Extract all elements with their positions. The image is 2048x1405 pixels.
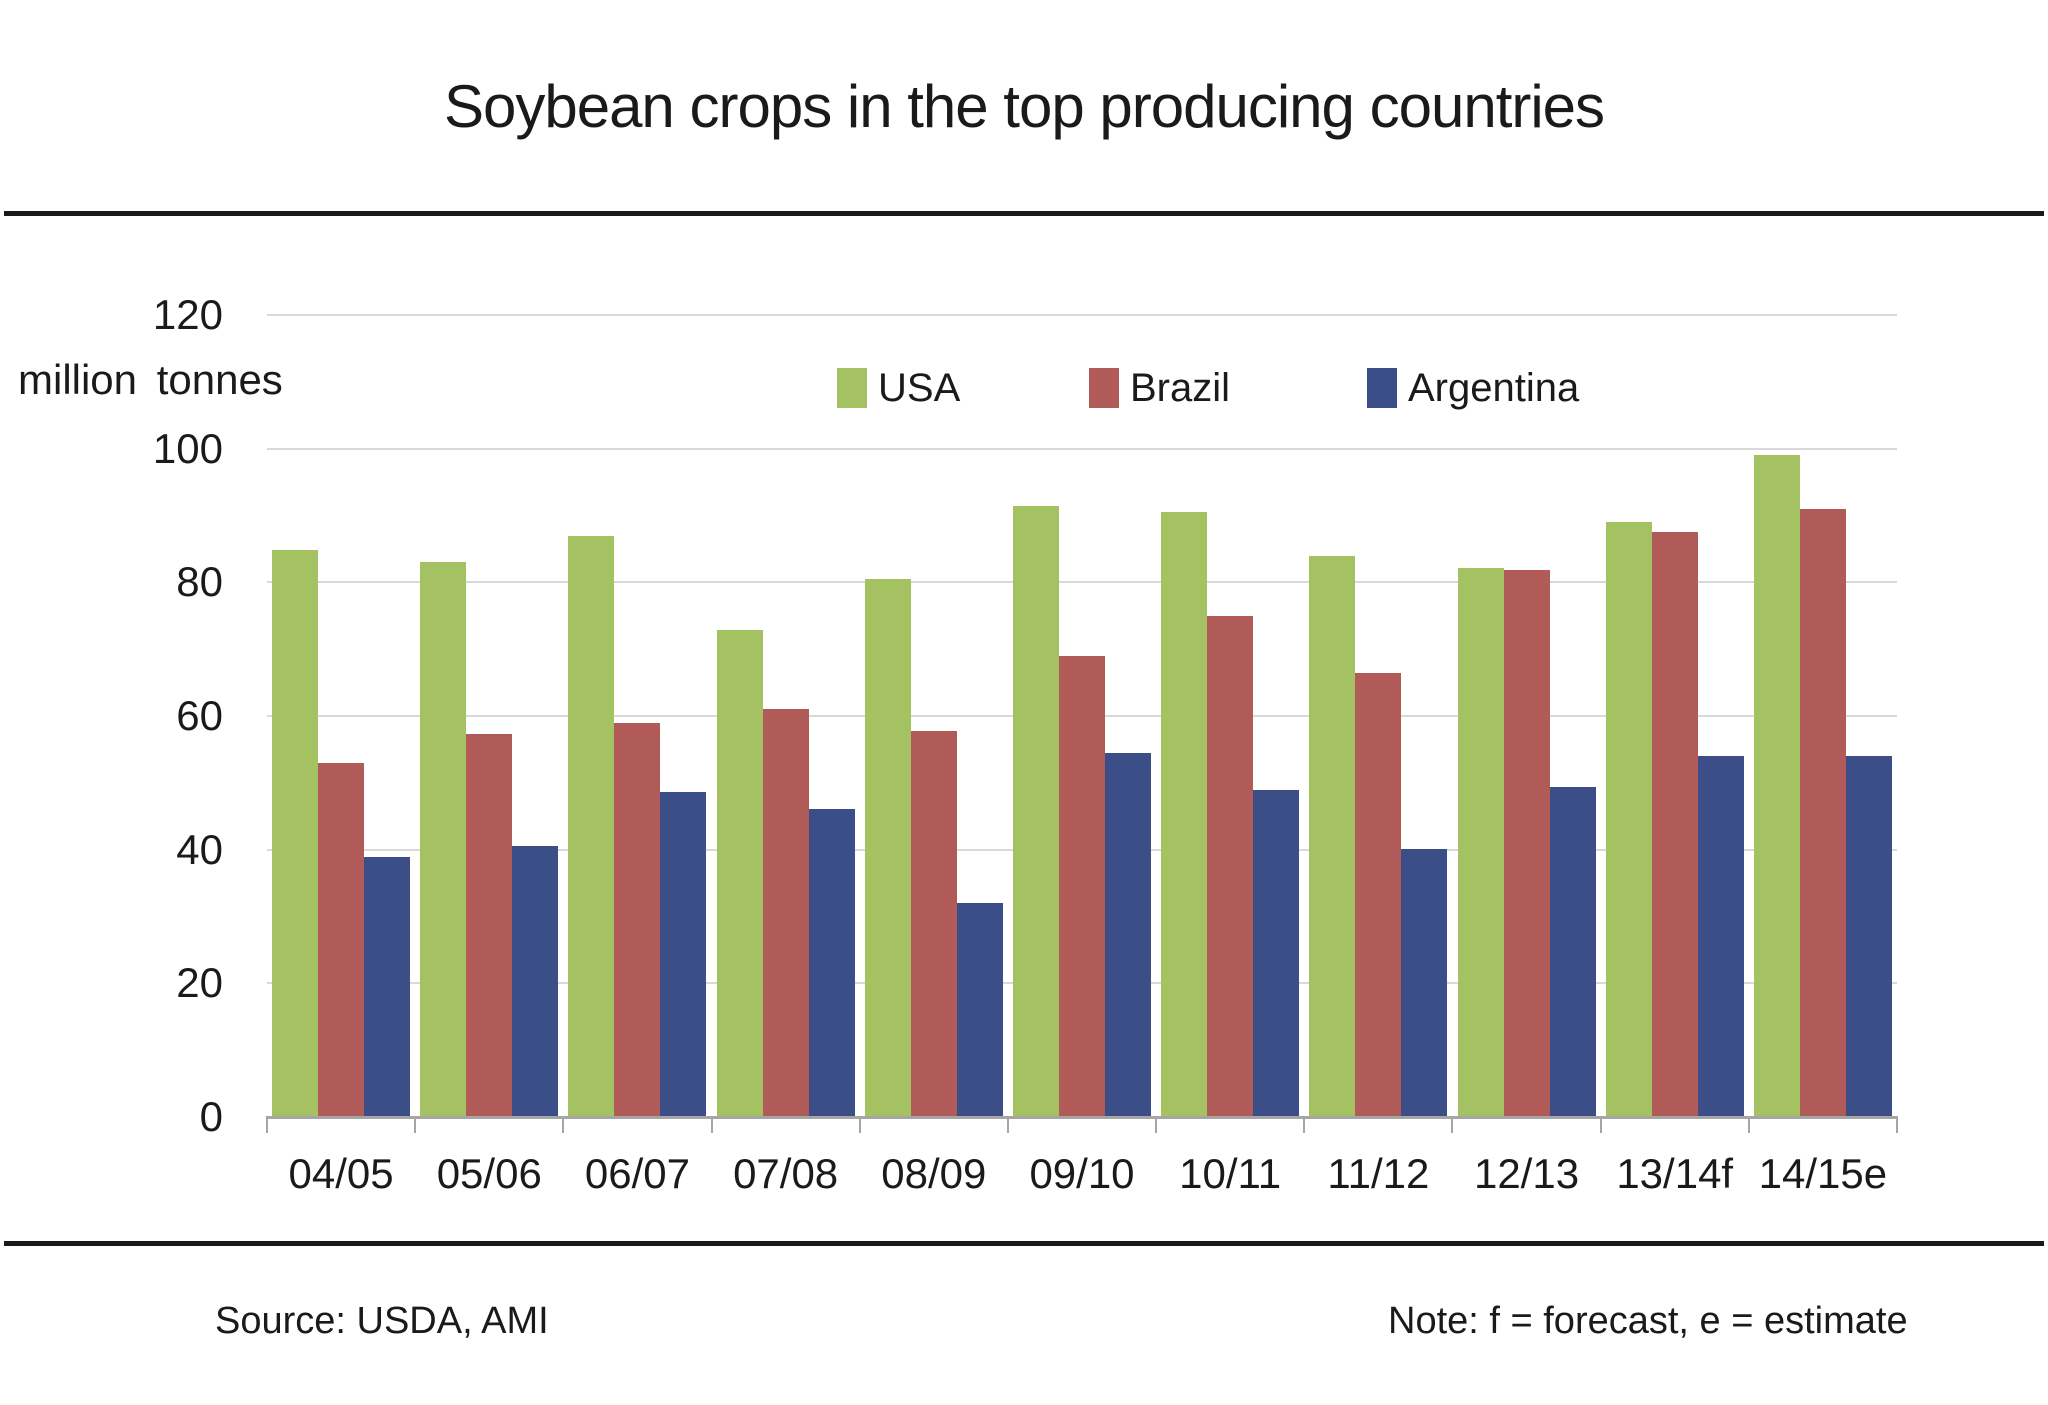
x-tick-label-1011: 10/11	[1179, 1150, 1282, 1197]
bottom-divider	[4, 1241, 2044, 1246]
legend-swatch-usa	[837, 368, 867, 408]
x-axis-tick	[1006, 1117, 1009, 1133]
x-tick-label-0405: 04/05	[288, 1150, 394, 1197]
legend-label-usa: USA	[878, 366, 961, 410]
bar-usa-0809	[864, 578, 911, 1117]
x-axis-tick	[562, 1117, 565, 1133]
bar-usa-0405	[272, 550, 319, 1117]
x-axis-tick	[1451, 1117, 1454, 1133]
bar-brazil-1112	[1355, 672, 1402, 1117]
x-tick-label-1213: 12/13	[1473, 1150, 1580, 1197]
legend-item-argentina: Argentina	[1367, 366, 1579, 410]
legend-label-argentina: Argentina	[1408, 366, 1580, 410]
gridline-80	[267, 581, 1897, 584]
x-tick-label-0607: 06/07	[584, 1150, 690, 1197]
bar-argentina-0506	[512, 845, 559, 1117]
bar-argentina-1415e	[1845, 756, 1892, 1117]
top-divider	[4, 211, 2044, 216]
y-tick-label-120: 120	[152, 291, 223, 338]
y-tick-label-60: 60	[176, 692, 223, 739]
x-tick-label-0708: 07/08	[733, 1150, 839, 1197]
bar-argentina-0708	[808, 808, 855, 1117]
bar-usa-0708	[716, 629, 763, 1117]
bar-argentina-0607	[660, 792, 707, 1117]
gridline-120	[267, 314, 1897, 316]
legend-item-brazil: Brazil	[1089, 366, 1230, 410]
x-tick-label-1112: 11/12	[1327, 1150, 1430, 1197]
y-axis-unit-label: million tonnes	[18, 356, 283, 403]
bar-argentina-1314f	[1697, 756, 1744, 1117]
bar-brazil-0607	[614, 723, 661, 1117]
bar-usa-1213	[1457, 567, 1504, 1117]
x-axis-tick	[858, 1117, 861, 1133]
x-tick-label-0506: 05/06	[436, 1150, 542, 1197]
bar-argentina-1213	[1549, 786, 1596, 1117]
x-tick-label-1314f: 13/14f	[1616, 1150, 1734, 1197]
bar-brazil-0809	[910, 730, 957, 1117]
bar-argentina-0809	[956, 903, 1003, 1117]
legend-swatch-argentina	[1367, 368, 1397, 408]
x-axis-tick	[1303, 1117, 1306, 1133]
y-tick-label-80: 80	[176, 558, 223, 606]
x-axis-tick	[1896, 1117, 1898, 1133]
bar-argentina-1011	[1253, 789, 1300, 1117]
bar-usa-1112	[1309, 555, 1356, 1117]
bar-argentina-0405	[364, 857, 411, 1117]
bar-usa-0910	[1013, 506, 1059, 1117]
x-axis-line	[266, 1116, 1898, 1119]
legend-label-brazil: Brazil	[1130, 366, 1231, 410]
x-axis-tick	[414, 1117, 417, 1133]
note-text: Note: f = forecast, e = estimate	[1388, 1300, 1908, 1342]
bar-brazil-1213	[1503, 570, 1550, 1117]
bar-brazil-1314f	[1651, 532, 1698, 1117]
x-tick-label-0910: 09/10	[1029, 1150, 1135, 1197]
bar-brazil-1011	[1207, 615, 1254, 1117]
bar-usa-0607	[568, 535, 615, 1117]
bar-brazil-0708	[762, 709, 809, 1117]
x-axis-tick	[1747, 1117, 1750, 1133]
legend-item-usa: USA	[837, 366, 960, 410]
bar-usa-1314f	[1605, 522, 1652, 1117]
source-text: Source: USDA, AMI	[215, 1300, 549, 1342]
legend-swatch-brazil	[1089, 368, 1119, 408]
x-axis-tick	[710, 1117, 713, 1133]
bar-usa-1011	[1161, 512, 1208, 1117]
bar-usa-1415e	[1753, 455, 1800, 1117]
y-tick-label-0: 0	[199, 1093, 223, 1140]
chart-title: Soybean crops in the top producing count…	[443, 73, 1605, 140]
x-tick-label-1415e: 14/15e	[1758, 1150, 1888, 1197]
bar-usa-0506	[420, 561, 467, 1117]
x-axis-tick	[266, 1117, 268, 1133]
bar-argentina-0910	[1105, 752, 1151, 1117]
bar-brazil-0506	[466, 734, 513, 1117]
y-tick-label-20: 20	[176, 959, 223, 1007]
bar-brazil-1415e	[1799, 508, 1846, 1117]
y-tick-label-40: 40	[176, 825, 223, 873]
gridline-100	[267, 447, 1897, 450]
bar-brazil-0405	[318, 762, 365, 1117]
x-axis-tick	[1155, 1117, 1158, 1133]
y-tick-label-100: 100	[152, 424, 223, 472]
bar-brazil-0910	[1059, 655, 1105, 1117]
bar-argentina-1112	[1401, 848, 1448, 1117]
x-tick-label-0809: 08/09	[881, 1150, 987, 1197]
x-axis-tick	[1599, 1117, 1602, 1133]
